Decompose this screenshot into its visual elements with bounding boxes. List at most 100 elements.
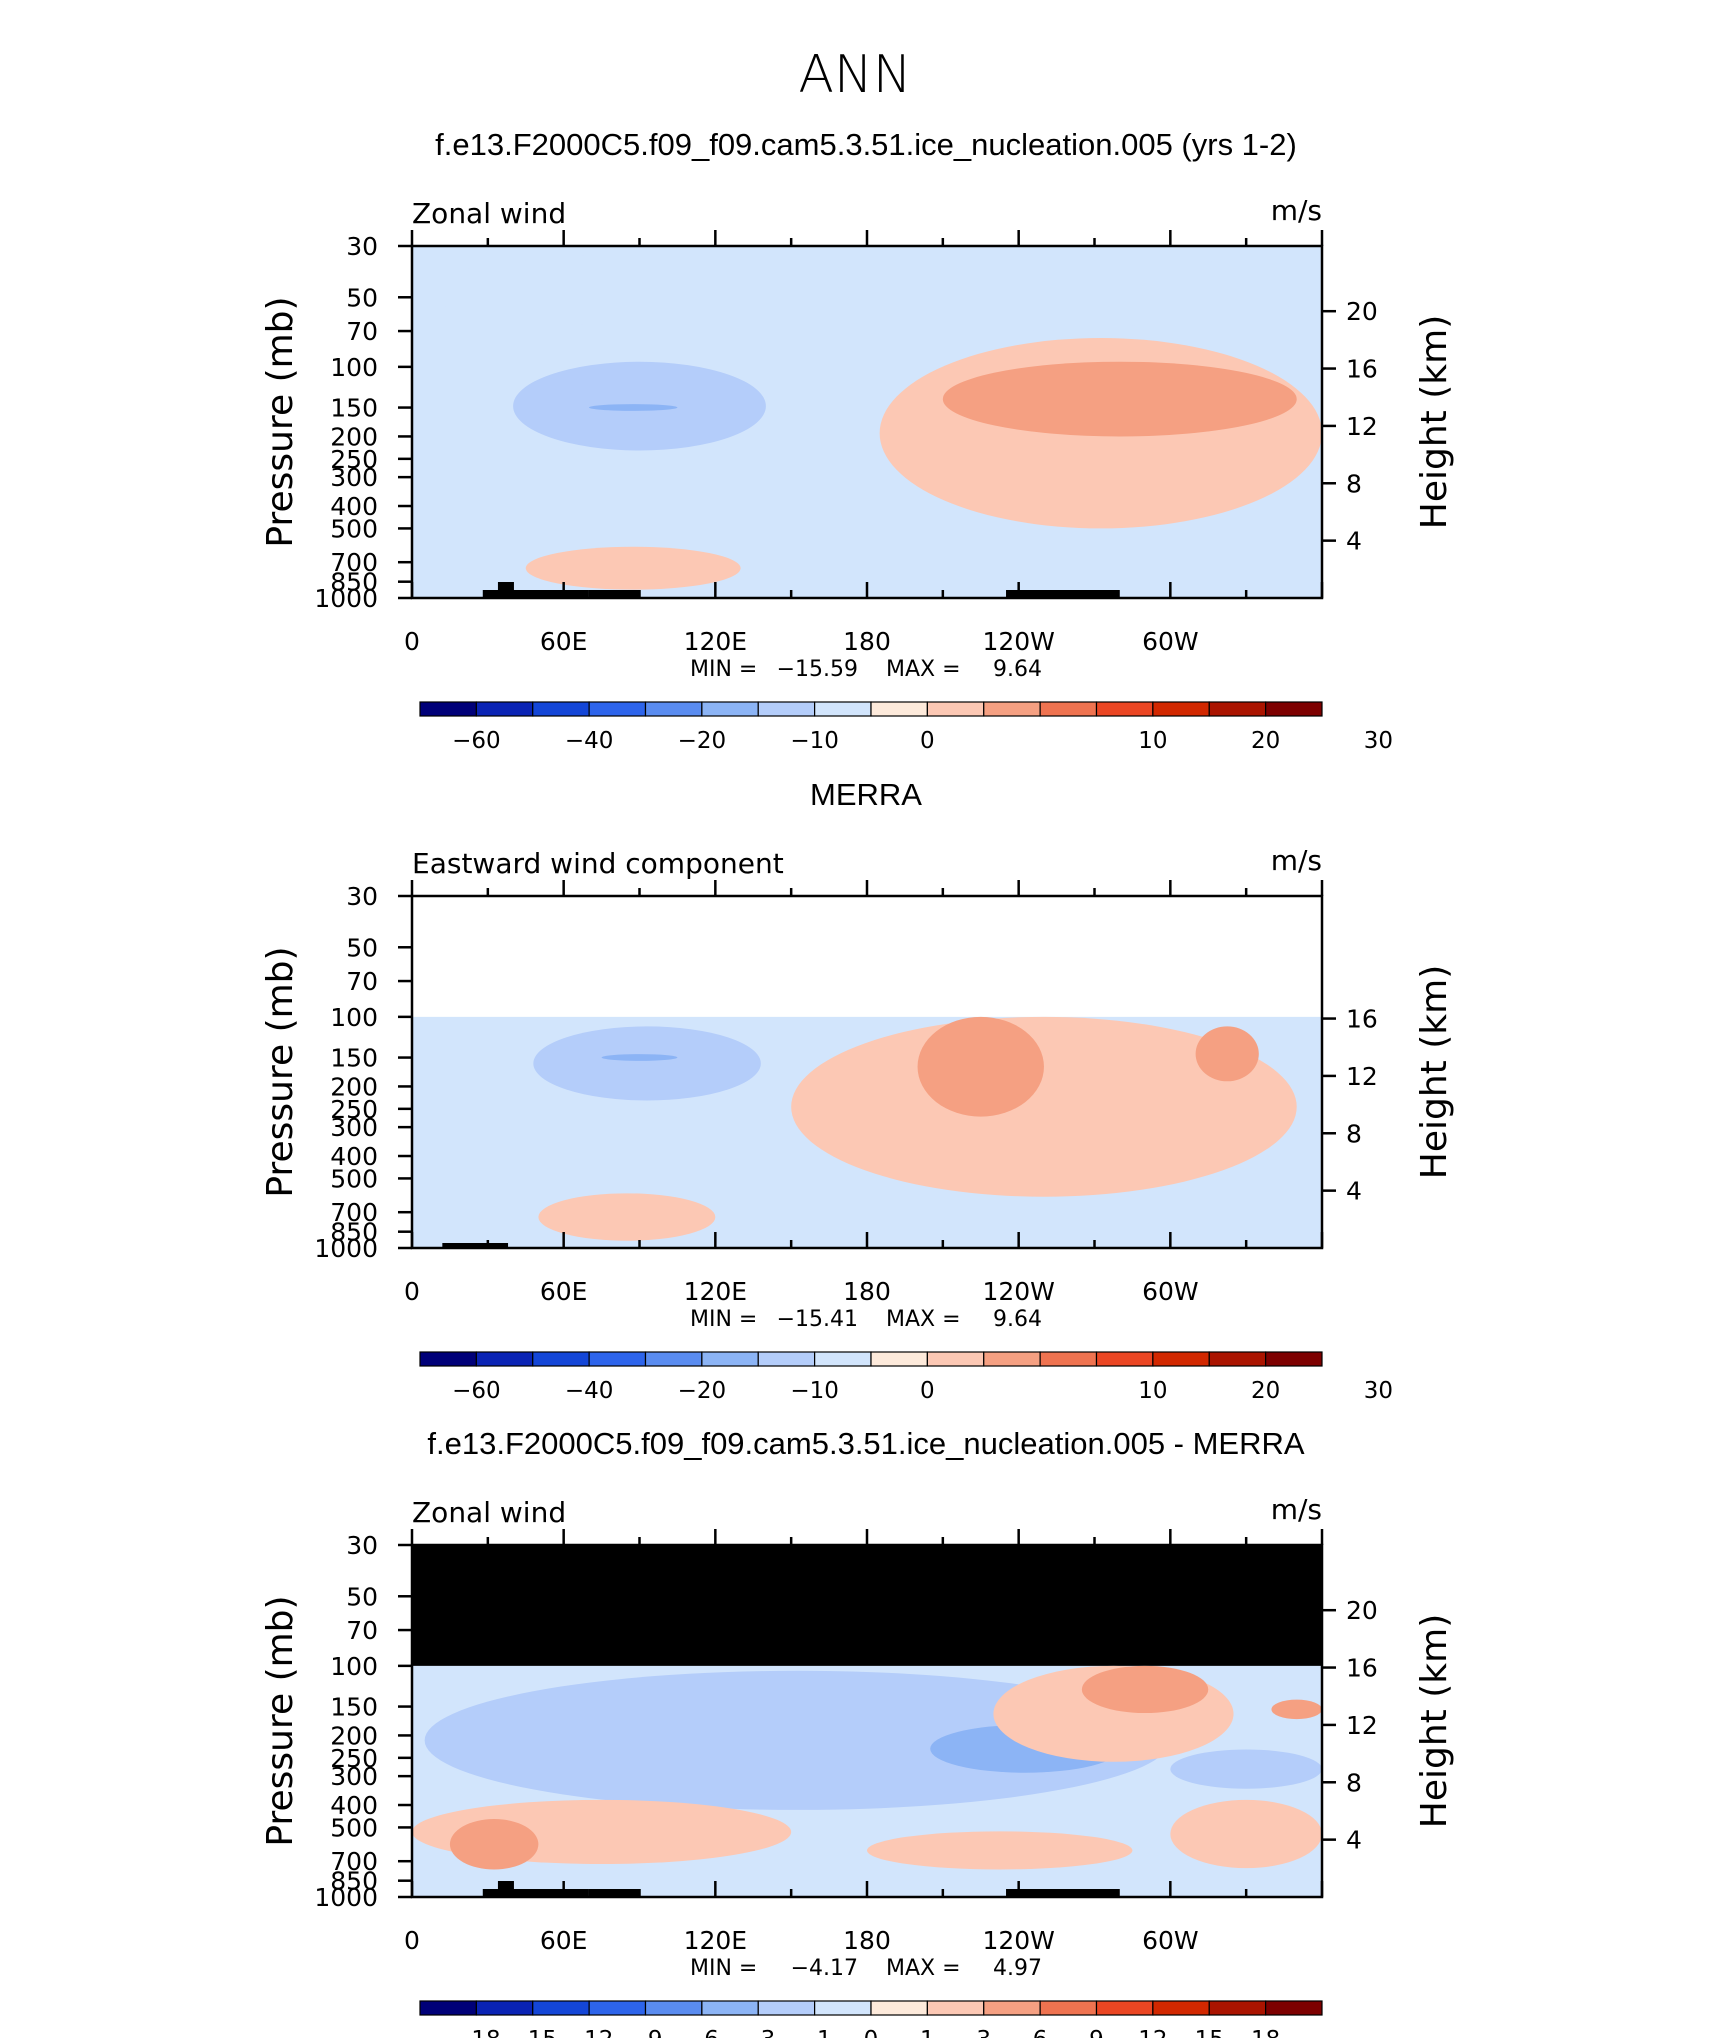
colorbar-swatch <box>1095 2000 1154 2016</box>
units-label: m/s <box>1271 1493 1322 1526</box>
colorbar-label: −40 <box>565 728 614 754</box>
y-tick-label: 200 <box>330 1072 378 1101</box>
y-right-tick-label: 12 <box>1346 1711 1378 1740</box>
x-tick-label: 60W <box>1142 1926 1199 1955</box>
colorbar-swatch <box>926 1351 985 1367</box>
colorbar-swatch <box>1208 2000 1267 2016</box>
x-tick-label: 120W <box>982 1926 1054 1955</box>
y-tick-label: 400 <box>330 1142 378 1171</box>
colorbar-swatch <box>983 701 1041 717</box>
panel-1: f.e13.F2000C5.f09_f09.cam5.3.51.ice_nucl… <box>260 127 1455 754</box>
min-label: MIN = <box>690 1307 757 1332</box>
colorbar-label: −15 <box>508 2027 557 2038</box>
colorbar-swatch <box>1208 701 1267 717</box>
panel-title: MERRA <box>810 777 922 812</box>
colorbar-label: −12 <box>565 2027 614 2038</box>
colorbar-swatch <box>419 1351 477 1367</box>
y-tick-label: 200 <box>330 1721 378 1750</box>
y-tick-label: 500 <box>330 1813 378 1842</box>
colorbar-label: 1 <box>920 2027 935 2038</box>
colorbar-swatch <box>983 2000 1041 2016</box>
contour-layer <box>412 1665 1322 1870</box>
y-tick-label: 50 <box>346 1582 378 1611</box>
colorbar-swatch <box>814 2000 872 2016</box>
colorbar-label: 18 <box>1251 2027 1280 2038</box>
x-tick-label: 60E <box>540 1277 588 1306</box>
contour-region <box>533 1026 761 1101</box>
colorbar-label: −20 <box>678 1378 727 1404</box>
y-right-tick-label: 16 <box>1346 1654 1378 1683</box>
y-tick-label: 1000 <box>314 584 378 613</box>
contour-region <box>449 1819 539 1870</box>
min-value: −15.41 <box>777 1307 858 1332</box>
y-axis-title: Pressure (mb) <box>260 946 301 1197</box>
y-right-axis-title: Height (km) <box>1414 1614 1455 1828</box>
colorbar-swatch <box>1152 1351 1210 1367</box>
colorbar-swatch <box>757 1351 816 1367</box>
colorbar-swatch <box>419 2000 477 2016</box>
x-tick-label: 180 <box>843 627 891 656</box>
colorbar-swatch <box>814 701 872 717</box>
x-tick-label: 0 <box>404 1277 420 1306</box>
colorbar-swatch <box>1095 701 1154 717</box>
x-tick-label: 180 <box>843 1277 891 1306</box>
page-title: ANN <box>798 45 911 105</box>
colorbar-swatch <box>644 701 703 717</box>
colorbar-label: −3 <box>741 2027 775 2038</box>
x-tick-label: 120E <box>684 627 748 656</box>
units-label: m/s <box>1271 844 1322 877</box>
contour-region <box>917 1016 1044 1117</box>
y-tick-label: 70 <box>346 1616 378 1645</box>
colorbar-swatch <box>870 701 928 717</box>
colorbar-label: 30 <box>1364 1378 1393 1404</box>
colorbar-swatch <box>532 2000 590 2016</box>
colorbar-swatch <box>588 2000 647 2016</box>
y-tick-label: 70 <box>346 317 378 346</box>
colorbar-label: −6 <box>685 2027 719 2038</box>
contour-region <box>942 361 1297 437</box>
y-tick-label: 300 <box>330 1762 378 1791</box>
y-tick-label: 200 <box>330 422 378 451</box>
colorbar-swatch <box>1208 1351 1267 1367</box>
y-tick-label: 30 <box>346 882 378 911</box>
colorbar-swatch <box>475 701 534 717</box>
panel-2: MERRA Eastward wind component m/s 0 60E 120E 1… <box>260 777 1455 1404</box>
y-right-tick-label: 4 <box>1346 1177 1362 1206</box>
colorbar-swatch <box>532 701 590 717</box>
colorbar-label: −40 <box>565 1378 614 1404</box>
variable-label: Eastward wind component <box>412 847 784 880</box>
colorbar-label: 12 <box>1138 2027 1167 2038</box>
colorbar-swatch <box>532 1351 590 1367</box>
panel-3: f.e13.F2000C5.f09_f09.cam5.3.51.ice_nucl… <box>260 1426 1455 2038</box>
y-right-tick-label: 8 <box>1346 1768 1362 1797</box>
colorbar-label: −18 <box>452 2027 501 2038</box>
colorbar-label: 9 <box>1089 2027 1104 2038</box>
panel-title: f.e13.F2000C5.f09_f09.cam5.3.51.ice_nucl… <box>427 1426 1304 1461</box>
x-tick-label: 120E <box>684 1926 748 1955</box>
colorbar-label: 20 <box>1251 728 1280 754</box>
units-label: m/s <box>1271 194 1322 227</box>
y-right-tick-label: 12 <box>1346 412 1378 441</box>
colorbar-swatch <box>1265 701 1323 717</box>
x-tick-label: 60W <box>1142 627 1199 656</box>
colorbar-swatch <box>1265 2000 1323 2016</box>
x-tick-label: 120W <box>982 627 1054 656</box>
terrain-mark <box>1006 590 1120 598</box>
colorbar-swatch <box>588 701 647 717</box>
colorbar-swatch <box>475 1351 534 1367</box>
y-tick-label: 150 <box>330 394 378 423</box>
contour-layer <box>412 246 1322 590</box>
y-tick-label: 100 <box>330 1003 378 1032</box>
y-right-axis-title: Height (km) <box>1414 315 1455 529</box>
y-tick-label: 400 <box>330 492 378 521</box>
contour-region <box>791 1016 1297 1197</box>
colorbar-swatch <box>644 1351 703 1367</box>
y-tick-label: 850 <box>330 1218 378 1247</box>
colorbar-label: 20 <box>1251 1378 1280 1404</box>
terrain-mark <box>482 1889 589 1897</box>
y-tick-label: 850 <box>330 568 378 597</box>
y-tick-label: 250 <box>330 445 378 474</box>
y-right-tick-label: 20 <box>1346 1596 1378 1625</box>
y-right-axis-title: Height (km) <box>1414 965 1455 1179</box>
colorbar-swatch <box>757 2000 816 2016</box>
